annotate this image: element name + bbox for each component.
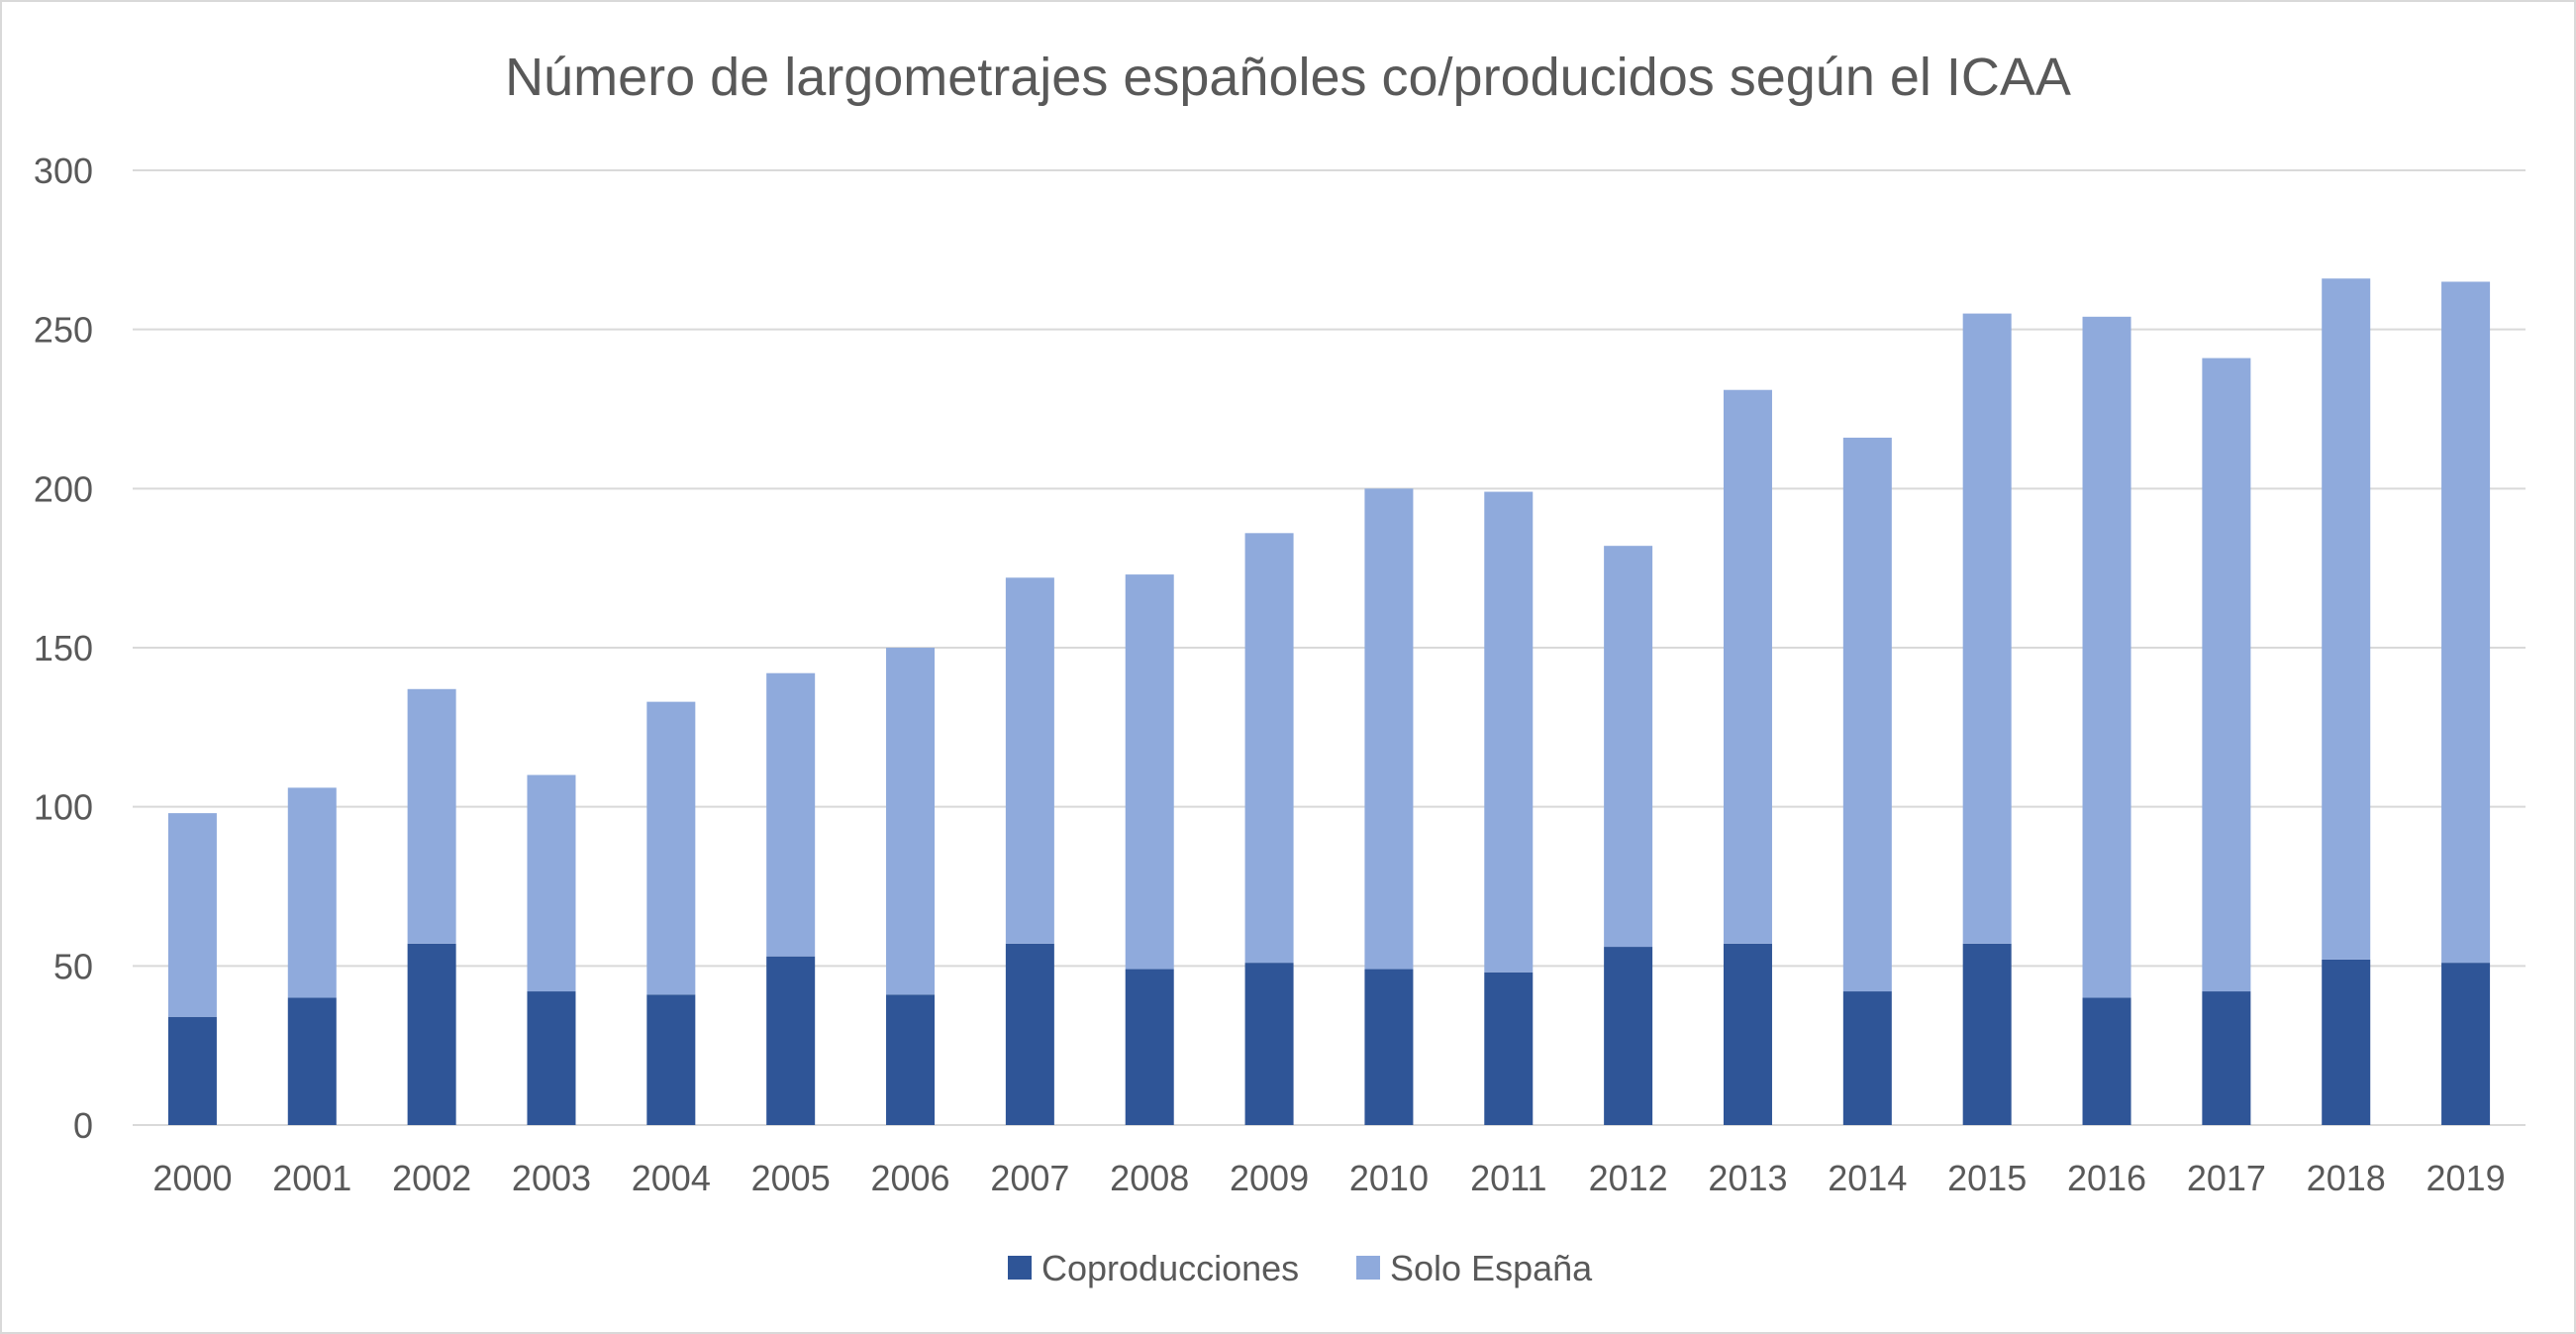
x-tick-label: 2018 [2307, 1158, 2386, 1198]
bar-coproducciones-2010 [1364, 969, 1414, 1125]
bar-coproducciones-2001 [287, 997, 337, 1125]
bar-coproducciones-2015 [1962, 943, 2012, 1125]
bar-solo-espana-2002 [407, 688, 456, 944]
x-tick-label: 2009 [1230, 1158, 1309, 1198]
x-tick-label: 2008 [1110, 1158, 1189, 1198]
bar-coproducciones-2012 [1604, 947, 1653, 1125]
bar-coproducciones-2004 [646, 994, 696, 1125]
x-tick-label: 2010 [1349, 1158, 1429, 1198]
x-tick-label: 2005 [751, 1158, 831, 1198]
chart-title: Número de largometrajes españoles co/pro… [505, 48, 2071, 107]
bar-solo-espana-2005 [766, 672, 816, 957]
bar-solo-espana-2015 [1962, 313, 2012, 944]
bar-solo-espana-2007 [1005, 577, 1054, 944]
bar-solo-espana-2010 [1364, 488, 1414, 970]
x-tick-label: 2011 [1470, 1158, 1546, 1198]
legend-label: Solo España [1390, 1248, 1593, 1288]
bar-coproducciones-2000 [167, 1016, 217, 1125]
x-tick-label: 2007 [990, 1158, 1069, 1198]
bar-coproducciones-2007 [1005, 943, 1054, 1125]
y-tick-label: 300 [34, 151, 93, 191]
bar-solo-espana-2019 [2441, 281, 2491, 964]
y-tick-label: 100 [34, 787, 93, 828]
x-tick-label: 2001 [272, 1158, 351, 1198]
x-tick-label: 2012 [1589, 1158, 1668, 1198]
bar-coproducciones-2013 [1723, 943, 1772, 1125]
y-tick-label: 200 [34, 468, 93, 509]
bar-solo-espana-2003 [527, 774, 576, 992]
legend-swatch [1356, 1256, 1380, 1280]
bar-coproducciones-2017 [2202, 991, 2251, 1125]
y-tick-label: 0 [73, 1105, 93, 1146]
bar-coproducciones-2009 [1244, 963, 1294, 1125]
y-tick-label: 150 [34, 628, 93, 668]
bar-solo-espana-2000 [167, 813, 217, 1017]
bar-solo-espana-2004 [646, 701, 696, 995]
bar-solo-espana-2011 [1484, 491, 1534, 973]
legend: Coproducciones Solo España [1008, 1248, 1593, 1288]
bar-coproducciones-2016 [2082, 997, 2131, 1125]
x-tick-label: 2004 [632, 1158, 711, 1198]
x-tick-label: 2016 [2067, 1158, 2146, 1198]
bar-solo-espana-2014 [1842, 437, 1892, 992]
x-tick-label: 2006 [870, 1158, 949, 1198]
x-tick-label: 2015 [1947, 1158, 2027, 1198]
legend-label: Coproducciones [1041, 1248, 1299, 1288]
bar-solo-espana-2008 [1125, 574, 1174, 970]
x-tick-label: 2019 [2427, 1158, 2506, 1198]
bar-coproducciones-2006 [886, 994, 936, 1125]
x-axis-tick-labels: 2000 2001 2002 2003 2004 2005 2006 2007 2008 2009… [152, 1158, 2505, 1198]
legend-swatch [1008, 1256, 1032, 1280]
bar-solo-espana-2006 [886, 648, 936, 995]
y-tick-label: 250 [34, 310, 93, 351]
x-tick-label: 2013 [1708, 1158, 1787, 1198]
bar-coproducciones-2011 [1484, 972, 1534, 1125]
bar-coproducciones-2003 [527, 991, 576, 1125]
bars [167, 278, 2491, 1125]
x-tick-label: 2000 [152, 1158, 232, 1198]
bar-solo-espana-2017 [2202, 358, 2251, 992]
x-tick-label: 2002 [392, 1158, 471, 1198]
bar-coproducciones-2005 [766, 956, 816, 1125]
bar-coproducciones-2008 [1125, 969, 1174, 1125]
bar-coproducciones-2014 [1842, 991, 1892, 1125]
x-tick-label: 2014 [1828, 1158, 1907, 1198]
y-axis-tick-labels: 0 50 100 150 200 250 300 [34, 151, 93, 1146]
bar-solo-espana-2018 [2322, 278, 2371, 960]
x-tick-label: 2017 [2187, 1158, 2266, 1198]
bar-solo-espana-2001 [287, 787, 337, 998]
bar-coproducciones-2018 [2322, 959, 2371, 1125]
bar-coproducciones-2019 [2441, 963, 2491, 1125]
x-tick-label: 2003 [512, 1158, 591, 1198]
gridlines [133, 169, 2526, 1126]
bar-solo-espana-2009 [1244, 533, 1294, 964]
bar-solo-espana-2013 [1723, 389, 1772, 944]
y-tick-label: 50 [53, 946, 93, 986]
bar-solo-espana-2012 [1604, 546, 1653, 948]
bar-coproducciones-2002 [407, 943, 456, 1125]
bar-solo-espana-2016 [2082, 316, 2131, 998]
